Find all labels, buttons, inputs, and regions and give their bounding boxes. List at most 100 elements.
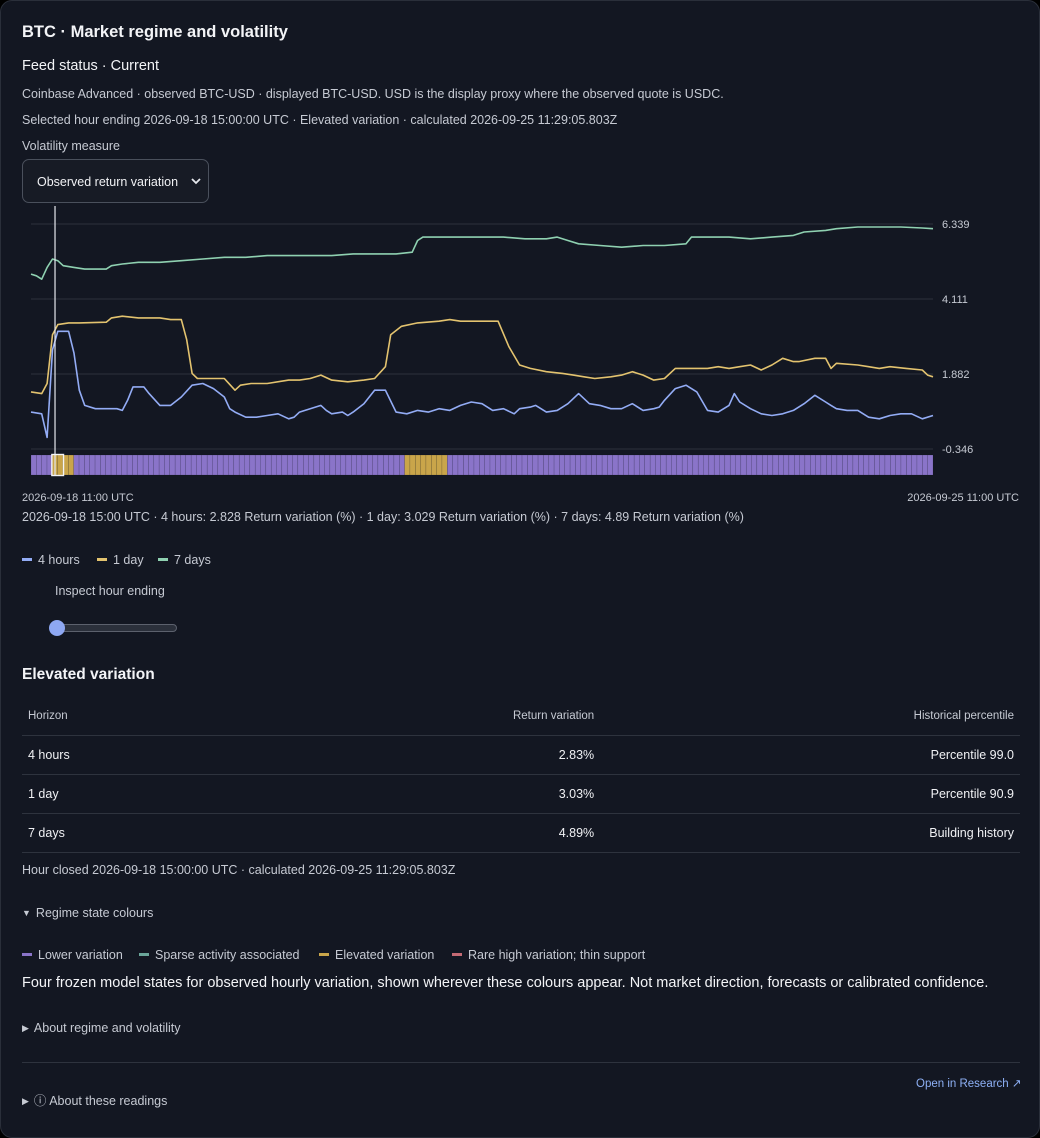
inspect-hour-slider[interactable] (51, 624, 177, 632)
regime-cell-lower (649, 454, 656, 476)
regime-cell-lower (927, 454, 934, 476)
regime-cell-lower (740, 454, 747, 476)
regime-cell-elevated (57, 454, 64, 476)
regime-cell-lower (468, 454, 475, 476)
table-header-row: Horizon Return variation Historical perc… (22, 697, 1020, 736)
series-line-h4 (30, 330, 934, 439)
y-tick-label: 1.882 (942, 369, 970, 381)
slider-thumb[interactable] (49, 620, 65, 636)
regime-cell-lower (495, 454, 501, 476)
regime-cell-lower (265, 454, 272, 476)
regime-cell-lower (681, 454, 688, 476)
regime-cell-lower (858, 454, 864, 476)
column-header-historical-percentile: Historical percentile (600, 697, 1020, 736)
regime-cell-lower (911, 454, 918, 476)
regime-cell-lower (719, 454, 726, 476)
regime-cell-lower (644, 454, 651, 476)
state-swatch (22, 953, 32, 957)
regime-cell-elevated (431, 454, 437, 476)
regime-cell-lower (36, 454, 42, 476)
regime-cell-lower (132, 454, 138, 476)
regime-title: Elevated variation (22, 666, 155, 683)
column-header-return-variation: Return variation (252, 697, 601, 736)
regime-cell-lower (783, 454, 790, 476)
column-header-horizon: Horizon (22, 697, 252, 736)
regime-cell-elevated (436, 454, 443, 476)
regime-cell-lower (212, 454, 219, 476)
regime-cell-lower (479, 454, 485, 476)
volatility-chart[interactable]: 6.339 4.111 1.882 -0.346 (1, 206, 1040, 486)
regime-cell-lower (767, 454, 774, 476)
regime-cell-lower (842, 454, 848, 476)
regime-cell-lower (751, 454, 758, 476)
state-swatch (139, 953, 149, 957)
y-tick-label: 6.339 (942, 219, 970, 231)
regime-cell-lower (569, 454, 576, 476)
regime-cell-lower (222, 454, 229, 476)
regime-cell-lower (100, 454, 106, 476)
regime-cell-lower (484, 454, 491, 476)
regime-cell-lower (324, 454, 331, 476)
regime-cell-lower (217, 454, 224, 476)
regime-cell-lower (879, 454, 886, 476)
legend-label: 7 days (174, 553, 211, 567)
regime-cell-lower (585, 454, 592, 476)
regime-colours-toggle[interactable]: ▼ Regime state colours (22, 906, 153, 920)
state-label: Lower variation (38, 948, 123, 962)
regime-cell-lower (351, 454, 357, 476)
regime-cell-lower (297, 454, 304, 476)
regime-cell-lower (895, 454, 902, 476)
about-readings-toggle[interactable]: ▶ ⓘ About these readings (22, 1090, 167, 1109)
regime-cell-lower (260, 454, 267, 476)
disclosure-closed-icon: ▶ (22, 1023, 29, 1033)
regime-cell-lower (367, 454, 373, 476)
volatility-measure-value: Observed return variation (37, 175, 179, 189)
regime-cell-lower (201, 454, 208, 476)
regime-cell-lower (591, 454, 597, 476)
regime-cell-lower (735, 454, 742, 476)
about-regime-toggle[interactable]: ▶ About regime and volatility (22, 1021, 181, 1035)
series-line-d7 (30, 226, 934, 280)
regime-cell-lower (148, 454, 154, 476)
regime-cell-lower (329, 454, 336, 476)
regime-cell-lower (121, 454, 128, 476)
horizon-cell: 4 hours (22, 735, 252, 775)
regime-cell-elevated (68, 454, 74, 476)
regime-cell-lower (463, 454, 469, 476)
regime-cell-lower (249, 454, 256, 476)
regime-cell-elevated (441, 454, 448, 476)
regime-cell-lower (254, 454, 261, 476)
volatility-measure-select[interactable]: Observed return variation (22, 159, 209, 203)
regime-cell-lower (196, 454, 202, 476)
selected-hour-marker (51, 453, 65, 477)
regime-cell-lower (313, 454, 320, 476)
state-label: Rare high variation; thin support (468, 948, 646, 962)
regime-cell-lower (772, 454, 779, 476)
regime-cell-lower (847, 454, 854, 476)
regime-cell-lower (745, 454, 752, 476)
regime-cell-lower (724, 454, 731, 476)
open-in-research-link[interactable]: Open in Research ↗ (916, 1078, 1022, 1090)
regime-cell-lower (580, 454, 587, 476)
regime-cell-lower (116, 454, 122, 476)
about-regime-summary: About regime and volatility (33, 1021, 181, 1035)
state-swatch (319, 953, 329, 957)
regime-cell-lower (884, 454, 891, 476)
regime-cell-lower (532, 454, 539, 476)
regime-cell-lower (617, 454, 624, 476)
regime-cell-lower (922, 454, 928, 476)
regime-cell-lower (30, 454, 37, 476)
volatility-measure-label: Volatility measure (22, 139, 120, 153)
regime-cell-lower (607, 454, 613, 476)
regime-cell-lower (244, 454, 251, 476)
regime-cell-lower (94, 454, 101, 476)
regime-cell-lower (697, 454, 704, 476)
hour-closed-line: Hour closed 2026-09-18 15:00:00 UTC · ca… (22, 863, 456, 877)
state-lower-variation: Lower variation (22, 948, 123, 962)
regime-cell-lower (756, 454, 763, 476)
regime-cell-lower (169, 454, 176, 476)
regime-cell-lower (815, 454, 822, 476)
regime-cell-lower (180, 454, 186, 476)
legend-swatch (97, 558, 107, 562)
